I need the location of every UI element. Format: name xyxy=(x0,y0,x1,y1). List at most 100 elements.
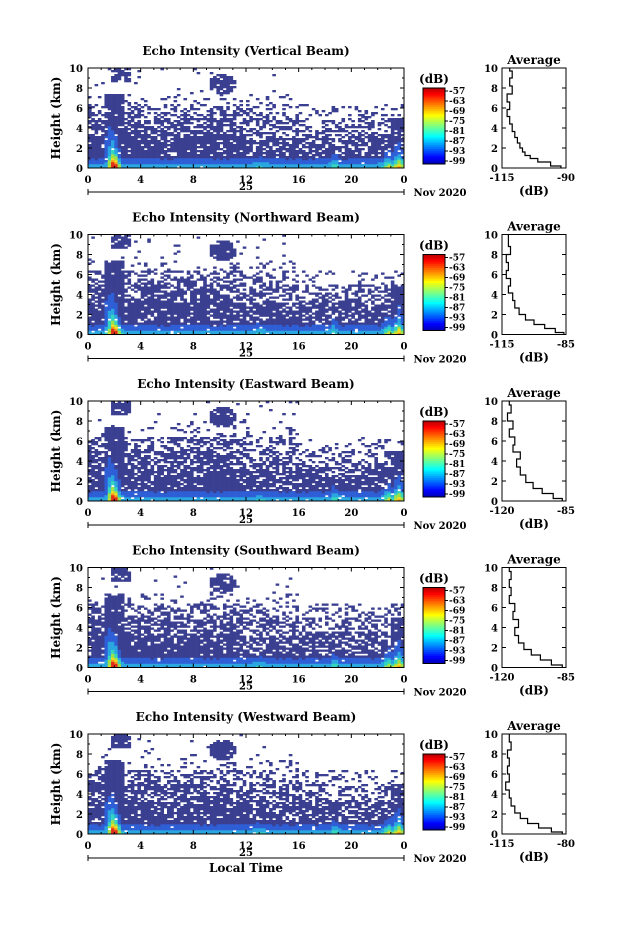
profile-title: Average xyxy=(506,53,561,67)
heatmap-cell xyxy=(130,110,135,113)
heatmap-cell xyxy=(397,286,402,289)
heatmap-cell xyxy=(331,326,336,329)
heatmap-cell xyxy=(147,320,151,323)
heatmap-cell xyxy=(91,284,95,287)
heatmap-cell xyxy=(397,158,402,161)
heatmap-cell xyxy=(150,322,155,325)
y-tick-label: 8 xyxy=(76,251,83,262)
heatmap-cell xyxy=(183,130,188,133)
heatmap-cell xyxy=(157,282,161,285)
heatmap-cell xyxy=(88,449,92,452)
heatmap-cell xyxy=(88,481,92,484)
heatmap-cell xyxy=(387,150,392,153)
heatmap-cell xyxy=(111,134,115,137)
heatmap-cell xyxy=(176,278,181,281)
heatmap-cell xyxy=(193,136,197,139)
heatmap-cell xyxy=(111,294,115,297)
heatmap-cell xyxy=(367,126,372,129)
colorbar-segment xyxy=(423,288,445,291)
heatmap-cell xyxy=(120,124,125,127)
heatmap-cell xyxy=(259,156,263,159)
heatmap-cell xyxy=(107,300,112,303)
heatmap-cell xyxy=(137,326,141,329)
colorbar-label: -75 xyxy=(449,284,465,294)
heatmap-cell xyxy=(357,332,362,335)
heatmap-cell xyxy=(380,148,385,151)
heatmap-cell xyxy=(107,302,112,305)
heatmap-cell xyxy=(127,108,132,111)
heatmap-cell xyxy=(374,144,378,147)
heatmap-cell xyxy=(176,280,181,283)
heatmap-cell xyxy=(216,128,220,131)
heatmap-cell xyxy=(190,140,194,143)
heatmap-cell xyxy=(357,280,362,283)
heatmap-cell xyxy=(176,124,181,127)
heatmap-cell xyxy=(140,322,145,325)
heatmap-cell xyxy=(88,120,92,123)
heatmap-cell xyxy=(377,124,382,127)
heatmap-cell xyxy=(364,332,369,335)
heatmap-cell xyxy=(344,304,349,307)
heatmap-cell xyxy=(114,124,118,127)
heatmap-cell xyxy=(222,92,227,95)
heatmap-cell xyxy=(394,162,398,165)
heatmap-cell xyxy=(137,324,141,327)
heatmap-cell xyxy=(104,294,109,297)
heatmap-cell xyxy=(222,324,227,327)
heatmap-cell xyxy=(147,156,151,159)
heatmap-cell xyxy=(216,256,220,259)
profile-y-tick-label: 10 xyxy=(484,231,498,242)
heatmap-cell xyxy=(226,108,230,111)
heatmap-cell xyxy=(262,330,267,333)
heatmap-cell xyxy=(124,140,128,143)
heatmap-cell xyxy=(219,314,224,317)
heatmap-cell xyxy=(364,142,369,145)
heatmap-cell xyxy=(255,124,260,127)
heatmap-cell xyxy=(328,326,332,329)
heatmap-cell xyxy=(282,304,286,307)
heatmap-cell xyxy=(390,296,395,299)
heatmap-cell xyxy=(196,330,201,333)
heatmap-cell xyxy=(226,160,230,163)
heatmap-cell xyxy=(94,326,99,329)
heatmap-cell xyxy=(364,328,369,331)
heatmap-cell xyxy=(130,152,135,155)
heatmap-cell xyxy=(226,296,230,299)
heatmap-cell xyxy=(282,328,286,331)
heatmap-cell xyxy=(249,302,253,305)
heatmap-cell xyxy=(236,266,240,269)
heatmap-cell xyxy=(222,300,227,303)
heatmap-cell xyxy=(338,318,342,321)
heatmap-cell xyxy=(390,158,395,161)
heatmap-cell xyxy=(107,100,112,103)
heatmap-cell xyxy=(361,328,365,331)
heatmap-cell xyxy=(321,300,326,303)
heatmap-cell xyxy=(157,332,161,335)
colorbar-segment xyxy=(423,294,445,297)
heatmap-cell xyxy=(315,316,319,319)
heatmap-cell xyxy=(117,236,122,239)
heatmap-cell xyxy=(124,164,128,167)
heatmap-cell xyxy=(321,144,326,147)
heatmap-cell xyxy=(190,294,194,297)
heatmap-cell xyxy=(259,140,263,143)
heatmap-cell xyxy=(357,288,362,291)
heatmap-cell xyxy=(341,312,346,315)
heatmap-cell xyxy=(216,88,220,91)
heatmap-cell xyxy=(107,270,112,273)
heatmap-cell xyxy=(341,324,346,327)
heatmap-cell xyxy=(127,330,132,333)
heatmap-cell xyxy=(377,142,382,145)
heatmap-cell xyxy=(262,238,267,241)
heatmap-cell xyxy=(196,108,201,111)
heatmap-cell xyxy=(325,138,329,141)
heatmap-cell xyxy=(203,116,207,119)
heatmap-cell xyxy=(334,322,339,325)
heatmap-cell xyxy=(377,294,382,297)
colorbar-segment xyxy=(423,290,445,293)
heatmap-cell xyxy=(259,318,263,321)
heatmap-cell xyxy=(288,330,293,333)
heatmap-cell xyxy=(101,320,105,323)
heatmap-cell xyxy=(209,326,214,329)
heatmap-cell xyxy=(140,146,145,149)
